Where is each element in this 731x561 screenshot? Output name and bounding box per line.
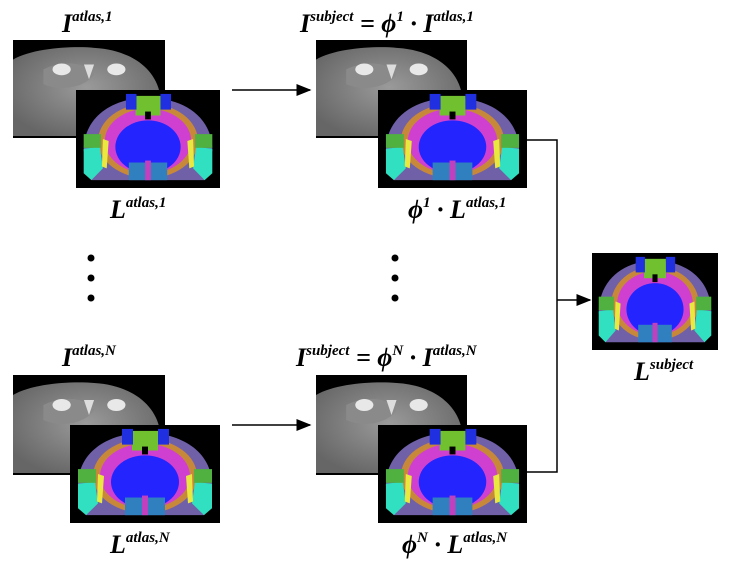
superscript: atlas,N xyxy=(72,343,117,359)
label-text: L xyxy=(633,357,650,386)
label: Latlas,1 xyxy=(109,195,166,224)
label-text: = ϕ xyxy=(353,9,396,38)
label-text: · L xyxy=(431,195,466,224)
label-text: = ϕ xyxy=(349,343,392,372)
warped-labels xyxy=(378,425,527,523)
superscript: 1 xyxy=(423,195,431,211)
ellipsis xyxy=(87,254,399,302)
superscript: atlas,N xyxy=(463,530,508,546)
label: ϕ1 · Latlas,1 xyxy=(408,195,506,224)
superscript: subject xyxy=(649,357,694,373)
label: Latlas,N xyxy=(109,530,171,559)
atlas-labels xyxy=(76,90,220,188)
label-text: · I xyxy=(404,9,435,38)
connector xyxy=(527,139,558,473)
superscript: atlas,N xyxy=(433,343,478,359)
label: Iatlas,N xyxy=(61,343,117,372)
label-text: ϕ xyxy=(402,530,417,559)
label-text: · L xyxy=(428,530,463,559)
label-text: ϕ xyxy=(408,195,423,224)
label-text: L xyxy=(109,195,126,224)
superscript: N xyxy=(391,343,404,359)
superscript: atlas,1 xyxy=(433,9,473,25)
superscript: atlas,1 xyxy=(466,195,506,211)
label-text: I xyxy=(61,343,73,372)
label-text: I xyxy=(295,343,307,372)
label-text: · I xyxy=(403,343,434,372)
superscript: N xyxy=(416,530,429,546)
superscript: subject xyxy=(305,343,350,359)
superscript: atlas,1 xyxy=(126,195,166,211)
label-text: L xyxy=(109,530,126,559)
warped-labels xyxy=(378,90,527,188)
label-text: I xyxy=(299,9,311,38)
label: Iatlas,1 xyxy=(61,9,113,38)
label: ϕN · Latlas,N xyxy=(402,530,508,559)
label: Isubject = ϕ1 · Iatlas,1 xyxy=(299,9,474,38)
superscript: subject xyxy=(309,9,354,25)
atlas-labels xyxy=(70,425,220,523)
label-text: I xyxy=(61,9,73,38)
result-labels xyxy=(592,253,718,350)
superscript: atlas,1 xyxy=(72,9,112,25)
superscript: 1 xyxy=(396,9,404,25)
label: Isubject = ϕN · Iatlas,N xyxy=(295,343,478,372)
superscript: atlas,N xyxy=(126,530,171,546)
label: Lsubject xyxy=(633,357,694,386)
